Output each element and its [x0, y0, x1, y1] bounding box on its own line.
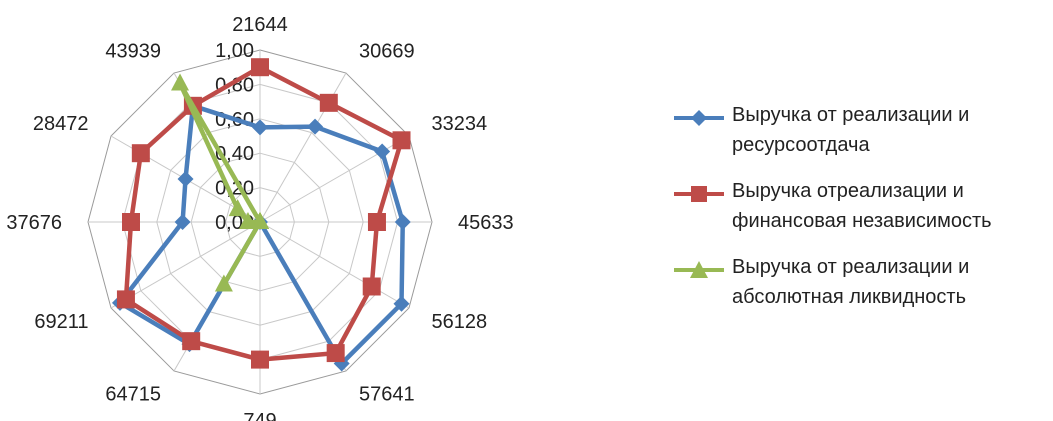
category-label: 21644 — [232, 14, 288, 36]
category-label: 30669 — [359, 41, 415, 63]
series-2 — [116, 58, 411, 369]
legend-label-line2: ресурсоотдача — [732, 134, 870, 156]
legend-label: Выручка от реализации и абсолютная ликви… — [732, 252, 969, 312]
tick-label: 0,80 — [215, 74, 254, 96]
series-point — [228, 199, 247, 217]
series-point — [122, 213, 140, 231]
category-label: 64715 — [105, 383, 161, 405]
series-point — [307, 118, 324, 135]
legend-label-line1: Выручка от реализации и — [732, 256, 970, 278]
category-labels: 21644 30669 33234 45633 56128 57641 749 64715 69… — [6, 14, 513, 421]
category-label: 43939 — [105, 41, 161, 63]
series-point — [251, 212, 269, 229]
series-point — [394, 214, 411, 230]
series-point — [367, 213, 386, 231]
tick-label: 1,00 — [215, 40, 254, 62]
legend-label-line2: абсолютная ликвидность — [732, 286, 967, 308]
legend: Выручка от реализации и ресурсоотдача Вы… — [672, 100, 1052, 328]
series-point — [251, 58, 269, 77]
series-point — [319, 93, 338, 112]
legend-swatch-diamond-icon — [674, 110, 724, 126]
category-label: 45633 — [458, 212, 514, 234]
series-point — [214, 274, 233, 292]
series-point — [362, 277, 381, 296]
grid-spoke — [110, 221, 261, 309]
category-label: 28472 — [33, 113, 89, 135]
series-3 — [171, 73, 269, 292]
legend-label: Выручка от реализации и ресурсоотдача — [732, 100, 969, 160]
category-label: 749 — [243, 410, 276, 421]
series-line — [123, 64, 404, 362]
series-point — [326, 344, 345, 363]
series-point — [374, 143, 391, 160]
series-point — [393, 295, 410, 312]
category-label: 57641 — [359, 383, 415, 405]
legend-label-line1: Выручка от реализации и — [732, 104, 970, 126]
series-point — [252, 119, 268, 136]
legend-item-2: Выручка отреализации и финансовая незави… — [672, 176, 1052, 246]
series-point — [174, 214, 191, 230]
series-point — [182, 332, 201, 351]
legend-item-1: Выручка от реализации и ресурсоотдача — [672, 100, 1052, 170]
legend-label-line1: Выручка отреализации и — [732, 180, 964, 202]
radar-chart: 21644 30669 33234 45633 56128 57641 749 64715 69… — [6, 14, 513, 421]
category-label: 33234 — [431, 113, 487, 135]
category-label: 56128 — [431, 311, 487, 333]
legend-swatch-triangle-icon — [674, 261, 724, 278]
legend-item-3: Выручка от реализации и абсолютная ликви… — [672, 252, 1052, 322]
series-point — [131, 144, 150, 163]
series-point — [392, 131, 411, 150]
category-label: 37676 — [6, 212, 62, 234]
series-point — [177, 171, 194, 187]
legend-label: Выручка отреализации и финансовая незави… — [732, 176, 992, 236]
series-group — [111, 58, 411, 372]
series-point — [251, 350, 269, 369]
legend-label-line2: финансовая независимость — [732, 210, 992, 232]
series-point — [171, 73, 190, 91]
grid-spoke — [259, 221, 410, 309]
legend-swatch-square-icon — [674, 186, 724, 202]
category-label: 69211 — [34, 311, 88, 333]
series-point — [238, 212, 257, 229]
series-point — [116, 290, 135, 309]
